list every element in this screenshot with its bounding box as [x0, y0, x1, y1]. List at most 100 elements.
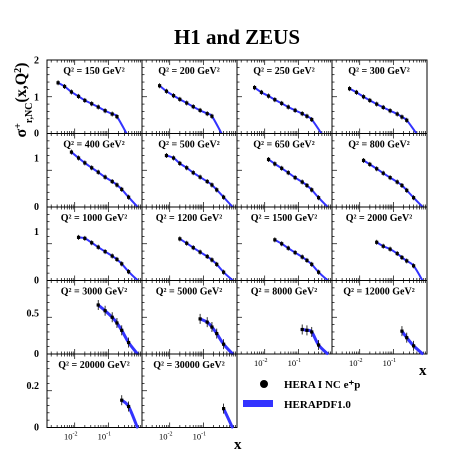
data-point [280, 101, 284, 105]
data-point [171, 94, 176, 98]
data-point [368, 162, 372, 166]
data-point [215, 262, 219, 266]
data-point [198, 175, 202, 179]
data-point [354, 90, 359, 94]
data-point [222, 195, 226, 199]
data-point [191, 171, 195, 175]
y-tick-label: 2 [34, 56, 39, 67]
data-point [293, 108, 297, 112]
data-point [191, 105, 195, 109]
x-tick-label: 10-1 [288, 358, 302, 368]
herapdf-band [348, 87, 418, 134]
y-tick-label: 0 [34, 129, 39, 140]
panel: Q² = 650 GeV² [236, 133, 333, 208]
data-point [259, 90, 264, 94]
x-tick-label: 10-1 [383, 358, 397, 368]
q2-label: Q² = 300 GeV² [348, 66, 409, 77]
panel: Q² = 3000 GeV² 0.5 0 [27, 280, 143, 360]
data-point [286, 171, 290, 175]
herapdf-band [77, 236, 139, 281]
data-point [280, 166, 284, 170]
data-point [266, 94, 271, 98]
data-point [185, 241, 189, 245]
data-point [388, 176, 392, 180]
data-point [280, 242, 284, 246]
panel: Q² = 1500 GeV² [236, 206, 333, 281]
y-tick-label: 0 [34, 423, 39, 434]
data-point [305, 183, 309, 188]
q2-label: Q² = 800 GeV² [348, 140, 409, 151]
data-point [381, 171, 385, 175]
data-point [127, 270, 131, 274]
data-point [412, 196, 416, 200]
data-point [266, 157, 271, 162]
q2-label: Q² = 3000 GeV² [61, 287, 127, 298]
data-point [395, 251, 399, 256]
data-point [317, 196, 321, 200]
data-point [300, 180, 304, 184]
data-point [210, 114, 214, 118]
data-point [300, 112, 304, 116]
y-tick-label: 0.2 [27, 381, 40, 392]
data-point [400, 115, 404, 119]
data-point [115, 321, 119, 325]
data-point [310, 262, 314, 266]
q2-label: Q² = 12000 GeV² [343, 287, 414, 298]
legend-label: HERAPDF1.0 [284, 399, 351, 411]
data-point [375, 240, 379, 244]
herapdf-band [158, 84, 223, 134]
data-point [375, 102, 379, 106]
legend-label: HERA I NC e⁺p [284, 379, 360, 391]
x-axis-label: x [234, 437, 242, 453]
data-point [317, 270, 321, 274]
data-point [164, 89, 169, 93]
data-point [198, 317, 202, 321]
data-point [361, 95, 366, 99]
panel: Q² = 20000 GeV² 0.2 0 [27, 353, 143, 434]
data-point [405, 259, 409, 263]
data-point [178, 161, 182, 165]
data-point [69, 150, 74, 154]
data-point [127, 195, 131, 199]
data-point [273, 98, 277, 102]
data-point [90, 102, 94, 106]
data-point [178, 97, 182, 101]
data-point [405, 118, 409, 122]
q2-label: Q² = 400 GeV² [63, 140, 124, 151]
data-point [293, 176, 297, 180]
data-point [300, 255, 304, 259]
data-point [178, 237, 182, 241]
data-point [361, 158, 366, 163]
data-point [76, 156, 81, 160]
data-point [310, 117, 314, 122]
data-point [310, 330, 314, 334]
data-point [120, 398, 124, 402]
x-tick-label: 10-2 [254, 358, 268, 368]
data-point [110, 254, 114, 258]
x-tick-label: 10-2 [349, 358, 363, 368]
data-point [412, 264, 416, 268]
chart-title: H1 and ZEUS [174, 25, 300, 49]
data-point [375, 167, 379, 171]
y-tick-label: 1 [34, 154, 39, 165]
data-point [405, 336, 409, 340]
q2-label: Q² = 1500 GeV² [251, 213, 317, 224]
data-point [222, 342, 226, 346]
data-point [96, 105, 100, 109]
data-point [157, 84, 162, 88]
herapdf-band [178, 237, 234, 281]
data-point [83, 161, 87, 165]
data-point [210, 325, 214, 329]
panel-grid: Q² = 150 GeV² 1 2 0 Q² = 200 GeV² Q² = 250 Ge… [27, 56, 428, 453]
data-point [56, 81, 60, 85]
panel: Q² = 1000 GeV² 1 0 [34, 206, 143, 287]
data-point [305, 328, 309, 332]
data-point [164, 153, 169, 158]
q2-label: Q² = 150 GeV² [63, 66, 124, 77]
q2-label: Q² = 650 GeV² [253, 140, 314, 151]
data-point [395, 180, 399, 184]
data-point [191, 246, 195, 250]
legend-marker-circle [260, 380, 268, 388]
data-point [405, 188, 409, 192]
